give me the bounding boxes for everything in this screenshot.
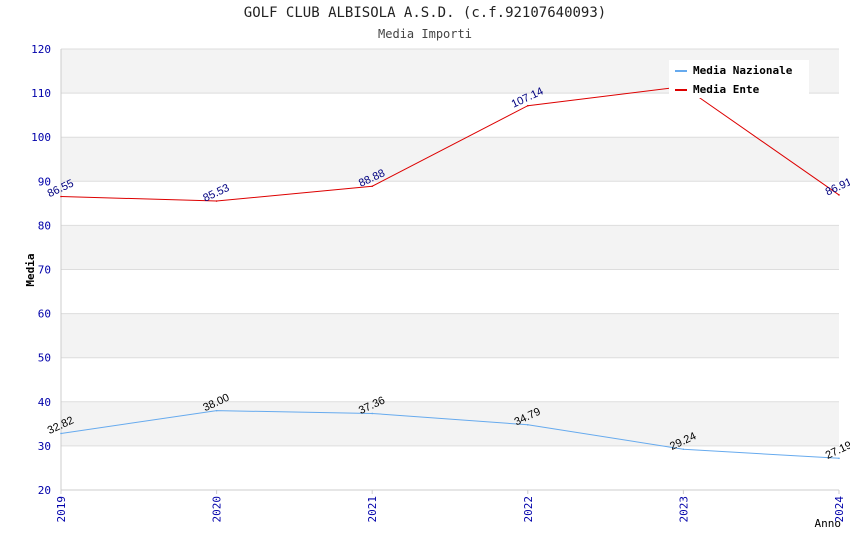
grid-band	[61, 137, 839, 182]
data-point	[838, 457, 840, 460]
x-axis-title: Anno	[815, 517, 842, 530]
legend-item-media-nazionale: Media Nazionale	[675, 64, 792, 78]
grid-band	[61, 93, 839, 138]
data-point	[215, 200, 218, 202]
y-tick-label: 70	[38, 264, 51, 277]
data-point	[371, 185, 374, 188]
data-point	[60, 432, 62, 435]
grid-band	[61, 445, 839, 490]
y-tick-label: 20	[38, 484, 51, 497]
grid-band	[61, 357, 839, 402]
grid-band	[61, 225, 839, 270]
x-tick-label: 2022	[522, 496, 535, 523]
x-tick-label: 2024	[833, 496, 846, 523]
y-tick-label: 60	[38, 308, 51, 321]
x-tick-label: 2020	[211, 496, 224, 523]
grid-band	[61, 313, 839, 358]
grid-band	[61, 269, 839, 314]
legend-swatch	[675, 70, 687, 72]
grid-band	[61, 401, 839, 446]
data-point	[682, 448, 685, 451]
y-tick-label: 100	[31, 131, 51, 144]
data-point	[838, 194, 840, 196]
y-tick-label: 90	[38, 175, 51, 188]
data-point	[215, 409, 218, 412]
data-point	[527, 104, 529, 107]
y-axis-title: Media	[24, 253, 37, 286]
data-point	[60, 195, 62, 198]
y-tick-label: 50	[38, 352, 51, 365]
series-line-0	[60, 410, 840, 459]
series-line-1	[60, 85, 840, 202]
chart-legend: Media Nazionale Media Ente	[669, 60, 809, 98]
y-tick-label: 30	[38, 440, 51, 453]
x-tick-label: 2023	[677, 496, 690, 523]
chart-subtitle: Media Importi	[378, 27, 472, 41]
y-tick-label: 110	[31, 87, 51, 100]
data-point	[527, 423, 529, 426]
legend-label: Media Ente	[693, 83, 760, 96]
legend-item-media-ente: Media Ente	[675, 83, 759, 97]
legend-swatch	[675, 89, 687, 91]
grid-band	[61, 181, 839, 226]
x-tick-label: 2021	[366, 496, 379, 523]
data-point	[371, 412, 374, 415]
y-tick-label: 120	[31, 43, 51, 56]
legend-label: Media Nazionale	[693, 64, 793, 77]
y-tick-label: 40	[38, 396, 51, 409]
y-tick-label: 80	[38, 219, 51, 232]
chart-title: GOLF CLUB ALBISOLA A.S.D. (c.f.921076400…	[243, 5, 607, 21]
x-tick-label: 2019	[55, 496, 68, 523]
